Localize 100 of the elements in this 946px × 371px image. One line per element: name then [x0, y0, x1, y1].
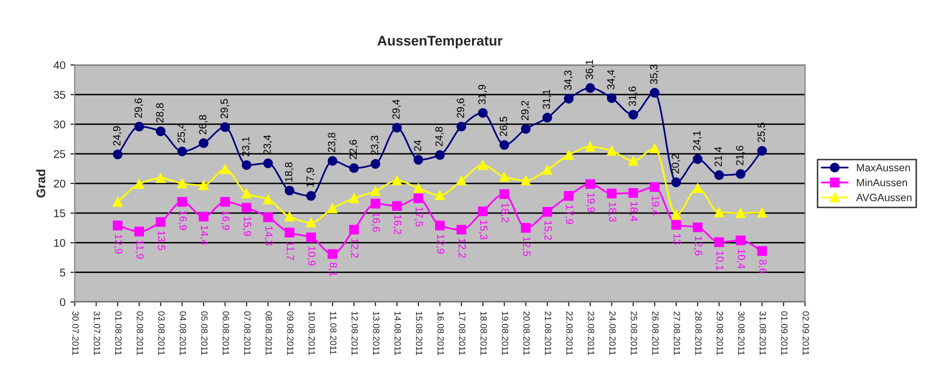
point [606, 188, 617, 198]
point [263, 212, 273, 222]
point [349, 163, 359, 173]
point [349, 193, 359, 204]
y-tick-label: 35 [54, 90, 66, 99]
point [478, 108, 488, 118]
x-tick-label: 30.07.2011 [72, 311, 79, 356]
point [156, 217, 166, 227]
x-tick-label: 11.08.2011 [330, 312, 336, 354]
point [177, 178, 187, 188]
point [306, 191, 316, 201]
point [585, 179, 596, 189]
point [414, 193, 424, 204]
data-label: 31,6 [628, 86, 638, 106]
data-label: 35,3 [650, 64, 659, 84]
y-tick-label: 5 [60, 268, 66, 276]
x-tick-label: 08.08.2011 [266, 311, 272, 356]
x-tick-label: 27.08.2011 [674, 311, 680, 356]
point [456, 224, 466, 235]
point [692, 154, 703, 164]
data-label: 10,4 [736, 249, 746, 269]
point [263, 194, 273, 204]
x-tick-label: 22.08.2011 [566, 311, 573, 356]
x-tick-label: 18.08.2011 [480, 312, 487, 356]
data-label: 24 [414, 140, 422, 151]
y-tick-label: 15 [54, 209, 66, 218]
data-label: 23,8 [328, 132, 337, 152]
data-label: 24,8 [435, 126, 444, 146]
point [757, 208, 767, 218]
point [736, 169, 746, 179]
point [156, 126, 166, 136]
data-label: 31,1 [542, 90, 552, 109]
point [112, 196, 123, 207]
x-tick-label: 01.09.2011 [781, 311, 788, 356]
data-label: 24,1 [693, 131, 702, 150]
y-tick-label: 25 [54, 150, 66, 158]
point [478, 206, 488, 216]
point [242, 188, 252, 198]
y-tick-label: 20 [54, 180, 66, 188]
data-label: 12,5 [522, 237, 530, 256]
data-label: 19,9 [586, 193, 595, 212]
data-label: 10,9 [306, 246, 316, 266]
point [220, 196, 230, 207]
data-label: 12,2 [457, 238, 466, 258]
data-label: 34,3 [564, 70, 573, 90]
data-label: 14,3 [264, 226, 273, 246]
point [606, 93, 617, 103]
point [736, 235, 746, 246]
point [392, 122, 402, 133]
y-axis-title: Grad [36, 170, 46, 198]
y-tick-label: 40 [54, 61, 66, 70]
point [542, 164, 552, 175]
x-tick-label: 26.08.2011 [652, 311, 659, 356]
data-label: 22,6 [349, 140, 358, 160]
point [328, 203, 338, 214]
x-tick-label: 10.08.2011 [308, 312, 315, 356]
data-label: 19,4 [650, 196, 660, 216]
point [328, 249, 338, 259]
point [134, 226, 144, 236]
point [435, 220, 445, 230]
data-label: 36,1 [586, 60, 594, 80]
data-label: 24,9 [113, 126, 122, 146]
point [306, 232, 316, 242]
point [499, 189, 510, 199]
x-tick-label: 06.08.2011 [222, 311, 230, 356]
x-tick-label: 05.08.2011 [201, 311, 208, 356]
data-label: 15,9 [242, 216, 252, 236]
data-label: 8,6 [758, 260, 767, 274]
point [112, 220, 123, 230]
data-label: 29,6 [134, 98, 144, 118]
x-tick-label: 04.08.2011 [180, 311, 186, 356]
point [478, 160, 488, 170]
data-label: 29,5 [220, 98, 230, 118]
data-label: 29,2 [521, 100, 530, 120]
chart-title: AussenTemperatur [377, 36, 502, 48]
legend-label: MaxAussen [856, 164, 910, 172]
point [757, 246, 767, 256]
data-label: 23,4 [263, 135, 272, 154]
point [284, 228, 294, 238]
x-tick-label: 14.08.2011 [394, 312, 401, 356]
data-label: 20,2 [672, 154, 680, 174]
x-tick-label: 19.08.2011 [502, 312, 508, 356]
point [284, 186, 294, 196]
data-label: 15,2 [543, 221, 552, 240]
point [692, 183, 703, 194]
data-label: 8,1 [328, 262, 338, 276]
point [736, 208, 746, 218]
data-label: 21,4 [714, 146, 724, 166]
data-label: 12,2 [350, 238, 359, 258]
point [392, 176, 402, 186]
x-tick-label: 25.08.2011 [630, 311, 638, 356]
data-label: 29,6 [456, 98, 466, 118]
point [198, 138, 208, 148]
x-tick-label: 28.08.2011 [695, 311, 702, 356]
point [198, 212, 208, 222]
x-tick-label: 01.08.2011 [115, 311, 122, 356]
data-label: 11,7 [286, 242, 294, 260]
data-label: 18,2 [500, 203, 509, 222]
x-tick-label: 03.08.2011 [158, 311, 165, 356]
point [520, 124, 531, 134]
